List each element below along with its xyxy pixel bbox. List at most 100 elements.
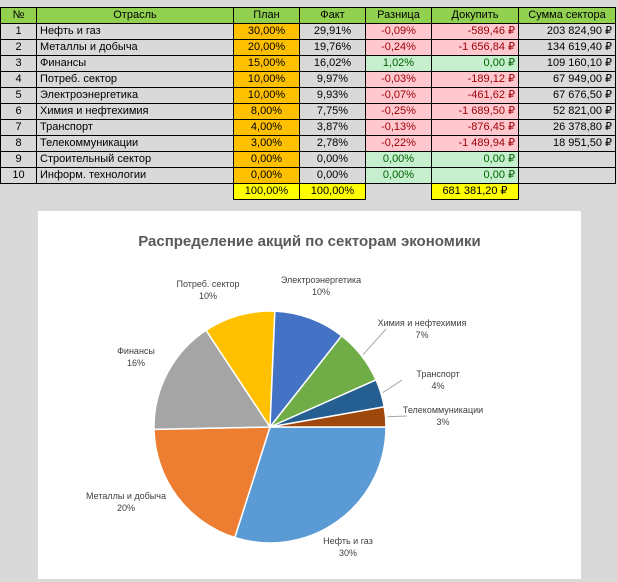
row-number[interactable]: 7 [0,119,37,136]
row-topup[interactable]: -1 689,50 ₽ [431,103,519,120]
pie-slice[interactable] [233,426,387,544]
row-topup[interactable]: -876,45 ₽ [431,119,519,136]
row-sum[interactable]: 109 160,10 ₽ [518,55,616,72]
row-plan[interactable]: 20,00% [233,39,300,56]
row-topup[interactable]: -1 656,84 ₽ [431,39,519,56]
total-fact[interactable]: 100,00% [299,183,366,200]
row-number[interactable]: 4 [0,71,37,88]
row-sum[interactable]: 52 821,00 ₽ [518,103,616,120]
row-topup[interactable]: -461,62 ₽ [431,87,519,104]
header-diff[interactable]: Разница [365,7,432,24]
header-fact[interactable]: Факт [299,7,366,24]
row-number[interactable]: 6 [0,103,37,120]
header-topup[interactable]: Докупить [431,7,519,24]
row-plan[interactable]: 0,00% [233,151,300,168]
row-fact[interactable]: 9,97% [299,71,366,88]
row-number[interactable]: 9 [0,151,37,168]
row-plan[interactable]: 0,00% [233,167,300,184]
row-fact[interactable]: 0,00% [299,167,366,184]
row-topup[interactable]: 0,00 ₽ [431,151,519,168]
slice-percent-label: 20% [117,503,135,513]
row-diff[interactable]: 0,00% [365,151,432,168]
pie-slice[interactable] [204,310,276,430]
row-plan[interactable]: 8,00% [233,103,300,120]
row-number[interactable]: 10 [0,167,37,184]
table-row: 5 Электроэнергетика 10,00% 9,93% -0,07% -461,… [0,87,616,104]
row-sum[interactable]: 67 949,00 ₽ [518,71,616,88]
row-topup[interactable]: 0,00 ₽ [431,55,519,72]
total-sum[interactable]: 681 381,20 ₽ [431,183,519,200]
slice-name-label: Телекоммуникации [403,405,483,415]
pie-slice[interactable] [153,329,272,431]
row-sector[interactable]: Электроэнергетика [36,87,234,104]
row-plan[interactable]: 3,00% [233,135,300,152]
row-topup[interactable]: 0,00 ₽ [431,167,519,184]
row-sum[interactable] [518,151,616,168]
table-row: 2 Металлы и добыча 20,00% 19,76% -0,24% -1 65… [0,39,616,56]
row-plan[interactable]: 15,00% [233,55,300,72]
chart-title: Распределение акций по секторам экономик… [138,233,481,250]
row-sector[interactable]: Химия и нефтехимия [36,103,234,120]
row-number[interactable]: 3 [0,55,37,72]
row-fact[interactable]: 29,91% [299,23,366,40]
slice-name-label: Потреб. сектор [176,279,239,289]
row-plan[interactable]: 10,00% [233,87,300,104]
header-number[interactable]: № [0,7,37,24]
row-sum[interactable]: 26 378,80 ₽ [518,119,616,136]
pie-slice[interactable] [153,426,272,539]
row-sector[interactable]: Транспорт [36,119,234,136]
pie-slice[interactable] [269,405,387,428]
row-fact[interactable]: 16,02% [299,55,366,72]
row-plan[interactable]: 30,00% [233,23,300,40]
row-topup[interactable]: -189,12 ₽ [431,71,519,88]
row-diff[interactable]: -0,24% [365,39,432,56]
row-sector[interactable]: Информ. технологии [36,167,234,184]
row-topup[interactable]: -1 489,94 ₽ [431,135,519,152]
row-diff[interactable]: -0,07% [365,87,432,104]
row-fact[interactable]: 9,93% [299,87,366,104]
row-topup[interactable]: -589,46 ₽ [431,23,519,40]
table-row: 8 Телекоммуникации 3,00% 2,78% -0,22% -1 489,… [0,135,616,152]
row-plan[interactable]: 4,00% [233,119,300,136]
row-diff[interactable]: -0,22% [365,135,432,152]
slice-name-label: Металлы и добыча [86,491,166,501]
row-sector[interactable]: Финансы [36,55,234,72]
row-sector[interactable]: Потреб. сектор [36,71,234,88]
pie-slice[interactable] [269,310,343,430]
totals-row: 100,00% 100,00% 681 381,20 ₽ [1,183,616,200]
row-sum[interactable]: 67 676,50 ₽ [518,87,616,104]
header-plan[interactable]: План [233,7,300,24]
row-diff[interactable]: -0,09% [365,23,432,40]
row-number[interactable]: 8 [0,135,37,152]
row-diff[interactable]: -0,13% [365,119,432,136]
table-row: 6 Химия и нефтехимия 8,00% 7,75% -0,25% -1 68… [0,103,616,120]
label-leader-line [362,328,387,355]
row-sum[interactable]: 203 824,90 ₽ [518,23,616,40]
row-sector[interactable]: Нефть и газ [36,23,234,40]
row-sector[interactable]: Телекоммуникации [36,135,234,152]
row-diff[interactable]: 0,00% [365,167,432,184]
row-diff[interactable]: -0,03% [365,71,432,88]
row-sector[interactable]: Металлы и добыча [36,39,234,56]
row-number[interactable]: 5 [0,87,37,104]
row-number[interactable]: 2 [0,39,37,56]
row-fact[interactable]: 7,75% [299,103,366,120]
table-row: 1 Нефть и газ 30,00% 29,91% -0,09% -589,46 ₽2… [0,23,616,40]
row-diff[interactable]: -0,25% [365,103,432,120]
row-fact[interactable]: 2,78% [299,135,366,152]
row-fact[interactable]: 19,76% [299,39,366,56]
row-plan[interactable]: 10,00% [233,71,300,88]
pie-chart[interactable]: Распределение акций по секторам экономик… [37,210,582,580]
row-fact[interactable]: 3,87% [299,119,366,136]
header-sum[interactable]: Сумма сектора [518,7,616,24]
row-sum[interactable]: 134 619,40 ₽ [518,39,616,56]
table-row: 10 Информ. технологии 0,00% 0,00% 0,00% 0,00 … [0,167,616,184]
row-number[interactable]: 1 [0,23,37,40]
row-diff[interactable]: 1,02% [365,55,432,72]
total-plan[interactable]: 100,00% [233,183,300,200]
row-sum[interactable]: 18 951,50 ₽ [518,135,616,152]
row-sum[interactable] [518,167,616,184]
row-fact[interactable]: 0,00% [299,151,366,168]
header-sector[interactable]: Отрасль [36,7,234,24]
row-sector[interactable]: Строительный сектор [36,151,234,168]
